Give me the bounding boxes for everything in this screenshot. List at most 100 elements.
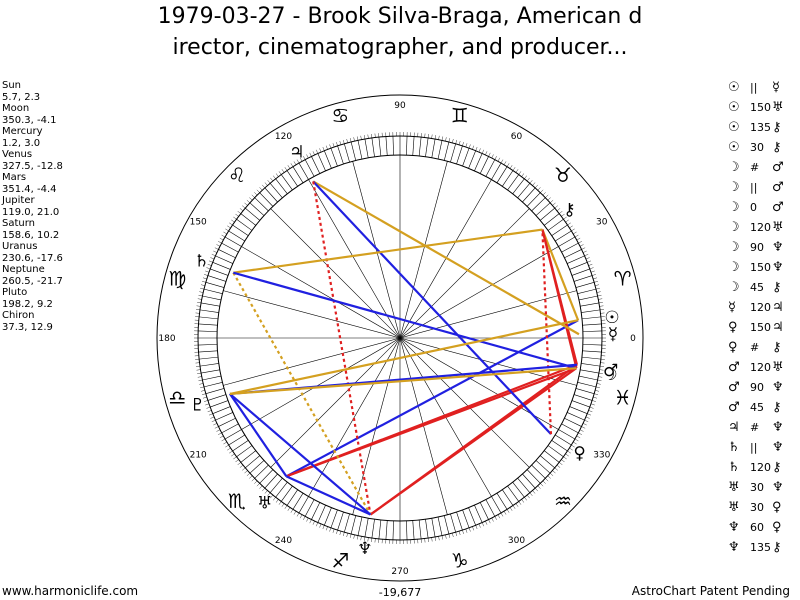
minor-tick (518, 171, 522, 175)
aspect-type: 135 (750, 541, 771, 554)
minor-tick (284, 505, 288, 509)
aspect-line (229, 393, 372, 516)
degree-tick (571, 268, 590, 276)
minor-tick (472, 145, 475, 150)
minor-tick (503, 511, 507, 515)
minor-tick (526, 494, 530, 499)
minor-tick (273, 497, 276, 501)
minor-tick (579, 244, 584, 247)
degree-tick (210, 268, 229, 276)
minor-tick (565, 219, 569, 223)
degree-tick (254, 464, 269, 479)
minor-tick (594, 393, 599, 395)
minor-tick (275, 499, 279, 503)
minor-tick (198, 379, 203, 382)
degree-tick (275, 482, 288, 498)
degree-tick (292, 166, 304, 183)
degree-tick (202, 295, 222, 301)
minor-tick (569, 225, 573, 229)
degree-tick (199, 316, 219, 320)
minor-tick (210, 416, 215, 419)
degree-tick (468, 150, 476, 169)
aspect-row: ☽ || ♂ (728, 178, 790, 198)
planet-glyph-saturn: ♄ (194, 251, 209, 271)
planet-position-saturn: 158.6, 10.2 (2, 229, 60, 241)
degree-tick (298, 162, 309, 180)
degree-tick (304, 499, 315, 517)
minor-tick (589, 406, 594, 409)
minor-tick (445, 137, 447, 142)
degree-tick (311, 502, 321, 520)
degree-tick (567, 412, 585, 421)
minor-tick (434, 536, 436, 541)
minor-tick (296, 512, 300, 517)
minor-tick (590, 403, 595, 406)
degree-tick (215, 255, 233, 264)
degree-tick (580, 369, 599, 374)
minor-tick (529, 180, 533, 184)
aspect-line (285, 475, 371, 516)
aspect-type: 150 (750, 321, 771, 334)
aspect-planet-b: ♅ (772, 360, 784, 375)
minor-tick (559, 211, 563, 214)
minor-tick (485, 520, 488, 525)
minor-tick (319, 523, 322, 528)
degree-tick (357, 140, 363, 160)
aspect-planet-b: ♆ (772, 420, 784, 435)
aspect-planet-b: ♂ (772, 180, 784, 195)
degree-tick (558, 236, 576, 247)
aspect-line (229, 393, 288, 477)
minor-tick (219, 435, 224, 439)
degree-tick (581, 309, 601, 313)
degree-tick (286, 170, 298, 187)
minor-tick (346, 138, 348, 143)
minor-tick (509, 507, 513, 511)
aspect-row: ♂ 90 ♆ (728, 378, 790, 398)
degree-tick (555, 434, 572, 446)
aspect-type: || (750, 81, 758, 94)
minor-tick (273, 175, 276, 179)
aspect-line (541, 229, 553, 435)
minor-tick (270, 494, 274, 499)
center-bottom-label: -19,677 (379, 586, 421, 599)
degree-tick (344, 513, 350, 533)
minor-tick (465, 528, 468, 533)
minor-tick (296, 159, 300, 164)
minor-tick (290, 509, 294, 513)
minor-tick (256, 483, 260, 487)
degree-tick (224, 429, 242, 440)
minor-tick (206, 267, 211, 270)
degree-tick (286, 489, 298, 506)
degree-tick (580, 302, 599, 307)
minor-tick (542, 480, 546, 484)
aspect-type: 30 (750, 481, 764, 494)
planet-name-sun: Sun (2, 80, 22, 91)
minor-tick (535, 487, 538, 492)
degree-tick (269, 477, 283, 493)
minor-tick (207, 263, 212, 266)
minor-tick (488, 152, 491, 157)
minor-tick (329, 527, 332, 532)
minor-tick (198, 294, 203, 297)
minor-tick (521, 173, 525, 177)
aspect-row: ♅ 30 ♆ (728, 478, 790, 498)
aspect-planet-a: ☉ (728, 100, 740, 115)
minor-tick (545, 478, 549, 482)
minor-tick (214, 426, 219, 429)
minor-tick (371, 133, 373, 138)
minor-tick (196, 369, 201, 371)
degree-tick (577, 381, 597, 388)
minor-tick (549, 200, 554, 203)
minor-tick (582, 423, 587, 426)
degree-tick (330, 148, 338, 167)
minor-tick (332, 143, 335, 148)
degree-tick (203, 288, 223, 295)
minor-tick (270, 177, 274, 182)
minor-tick (574, 234, 579, 238)
aspect-planet-b: ☿ (772, 80, 780, 95)
degree-label: 150 (190, 218, 207, 228)
minor-tick (199, 383, 204, 385)
degree-tick (418, 137, 422, 157)
degree-tick (582, 350, 602, 353)
aspect-planet-a: ☽ (728, 200, 740, 215)
